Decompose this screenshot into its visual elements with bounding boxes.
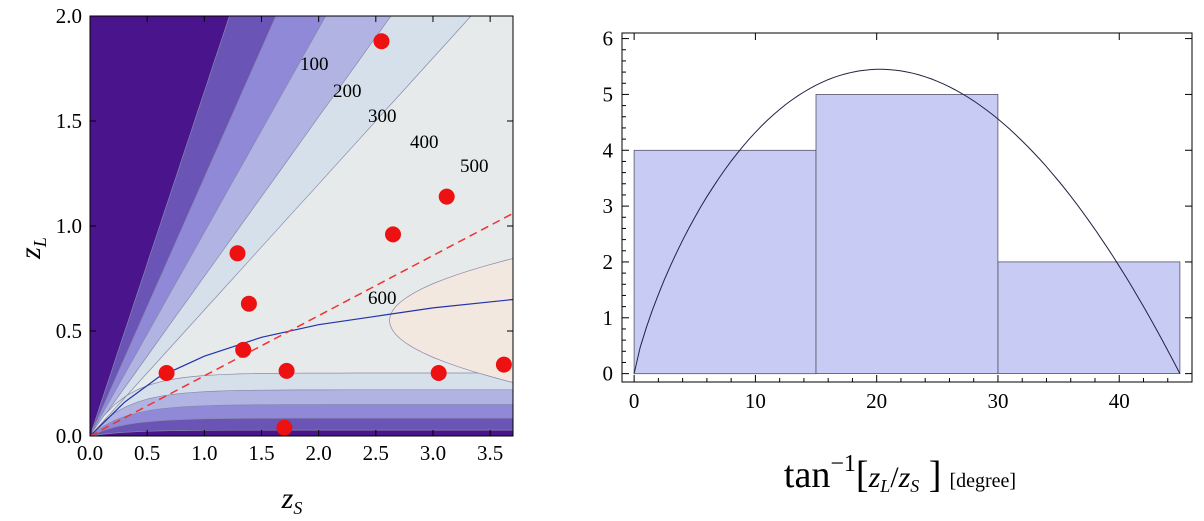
contour-label-300: 300: [368, 106, 397, 127]
contour-plot-area: [90, 16, 513, 436]
y-tick-label: 4: [603, 138, 614, 162]
contour-label-400: 400: [410, 132, 439, 153]
data-point: [229, 245, 246, 262]
y-axis-title-left-main: z: [14, 247, 47, 260]
x-tick-label: 0: [629, 389, 640, 413]
x-tick-label: 1.5: [248, 441, 274, 465]
x-tick-label: 30: [987, 389, 1008, 413]
contour-chart: 0.0 0.5 1.0 1.5 2.0 2.5 3.0 3.50.00.51.01.52.0 …: [14, 4, 514, 518]
y-tick-label: 3: [603, 194, 614, 218]
x-axis-title-right-unit: [degree]: [949, 470, 1016, 492]
x-axis-title-right-open: [: [856, 454, 869, 496]
contour-label-200: 200: [333, 81, 362, 102]
data-point: [240, 295, 257, 312]
x-axis-title-right-exp: −1: [830, 451, 856, 477]
x-axis-title-right-slash: /: [890, 461, 899, 494]
contour-label-600: 600: [368, 288, 397, 309]
histogram-axis-ticks: 0 10 20 30 40 0 1 2 3 4 5 6: [603, 27, 1192, 413]
contour-band-600: [389, 258, 513, 383]
y-tick-label: 1.5: [56, 109, 82, 133]
data-point: [438, 188, 455, 205]
x-tick-label: 2.0: [306, 441, 332, 465]
red-dashed-line: [90, 212, 513, 436]
y-tick-label: 1: [603, 306, 614, 330]
data-point: [373, 33, 390, 50]
data-point: [385, 226, 401, 243]
contour-axis-ticks: 0.0 0.5 1.0 1.5 2.0 2.5 3.0 3.5 0.0 0.5 1.0 1.5 2.0: [56, 4, 513, 465]
y-axis-title-left: zL: [14, 237, 50, 260]
x-axis-title-right: tan−1[zL/zS ] [degree]: [784, 451, 1016, 496]
x-axis-title-left-sub: S: [293, 498, 302, 518]
data-point: [495, 356, 512, 373]
contour-curves: [90, 212, 513, 436]
x-tick-label: 3.0: [420, 441, 446, 465]
y-axis-title-left-sub: L: [30, 237, 50, 248]
x-axis-title-right-den: z: [898, 461, 911, 494]
data-point: [276, 419, 293, 436]
x-tick-label: 0.0: [77, 441, 103, 465]
y-tick-label: 0.5: [56, 319, 82, 343]
histogram-bars: [633, 94, 1181, 375]
data-points: [158, 33, 512, 436]
x-axis-title-right-num: z: [868, 461, 881, 494]
histogram-bar: [633, 149, 817, 375]
y-tick-label: 0: [603, 362, 614, 386]
histogram-bar: [997, 261, 1181, 374]
y-tick-label: 6: [603, 27, 614, 51]
x-tick-label: 3.5: [477, 441, 503, 465]
x-tick-label: 0.5: [134, 441, 160, 465]
y-tick-label: 2.0: [56, 4, 82, 28]
data-point: [278, 362, 295, 379]
x-axis-title-right-num-sub: L: [879, 476, 890, 496]
histogram-bar: [815, 94, 999, 375]
x-axis-title-right-close: ]: [919, 454, 941, 496]
y-tick-label: 1.0: [56, 214, 82, 238]
fit-curve: [633, 68, 1181, 374]
x-tick-label: 20: [866, 389, 887, 413]
histogram-plot-frame: [621, 32, 1193, 383]
x-axis-title-left: zS: [281, 482, 303, 518]
x-axis-title-right-den-sub: S: [910, 476, 919, 496]
x-tick-label: 10: [745, 389, 766, 413]
y-tick-label: 5: [603, 82, 614, 106]
blue-curve: [90, 298, 513, 436]
x-tick-label: 40: [1109, 389, 1130, 413]
contour-label-500: 500: [460, 156, 489, 177]
y-tick-label: 0.0: [56, 424, 82, 448]
histogram-plot-area: [633, 68, 1181, 375]
x-axis-title-left-main: z: [281, 482, 294, 515]
x-tick-label: 2.5: [363, 441, 389, 465]
data-point: [158, 365, 175, 381]
x-tick-label: 1.0: [191, 441, 217, 465]
x-axis-title-right-func: tan: [784, 454, 830, 496]
y-tick-label: 2: [603, 250, 614, 274]
data-point: [430, 365, 447, 381]
data-point: [235, 341, 252, 358]
contour-label-100: 100: [300, 54, 329, 75]
